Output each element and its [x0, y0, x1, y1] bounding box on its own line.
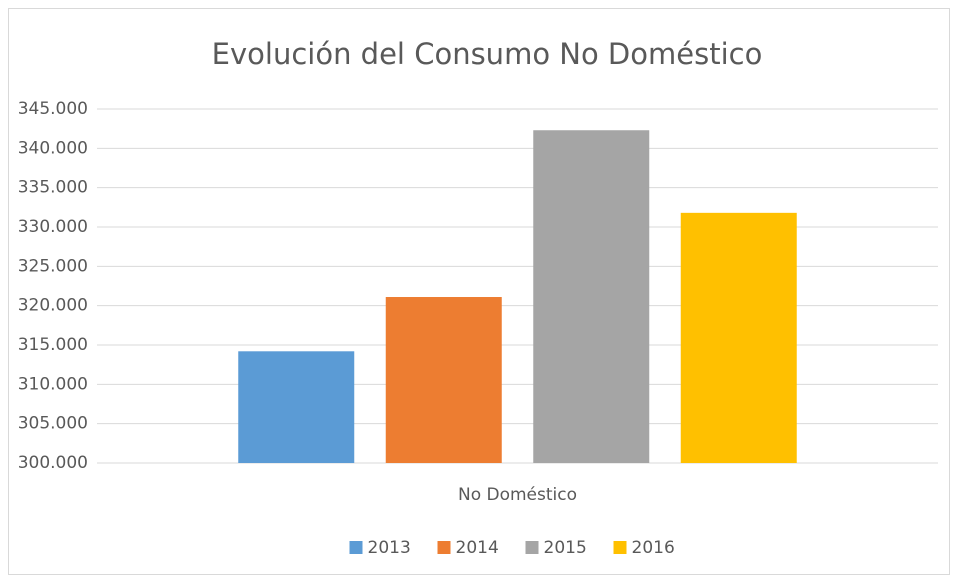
y-tick-label: 300.000 — [18, 453, 88, 473]
y-tick-label: 345.000 — [18, 99, 88, 119]
legend-swatch — [613, 541, 627, 554]
y-tick-label: 335.000 — [18, 178, 88, 198]
legend-swatch — [349, 541, 363, 554]
legend-label: 2015 — [544, 538, 587, 558]
legend-label: 2014 — [456, 538, 499, 558]
y-tick-label: 310.000 — [18, 374, 88, 394]
y-tick-label: 305.000 — [18, 414, 88, 434]
y-tick-label: 325.000 — [18, 256, 88, 276]
bar — [238, 351, 355, 463]
y-tick-label: 320.000 — [18, 296, 88, 316]
legend-swatch — [437, 541, 451, 554]
legend-swatch — [525, 541, 539, 554]
x-tick-label: No Doméstico — [458, 485, 577, 505]
y-tick-label: 315.000 — [18, 335, 88, 355]
chart-title: Evolución del Consumo No Doméstico — [212, 37, 763, 71]
y-tick-label: 330.000 — [18, 217, 88, 237]
bar — [385, 297, 502, 463]
legend-label: 2013 — [368, 538, 411, 558]
legend-label: 2016 — [632, 538, 675, 558]
bar — [533, 130, 650, 464]
bar — [680, 212, 797, 463]
y-tick-label: 340.000 — [18, 138, 88, 158]
